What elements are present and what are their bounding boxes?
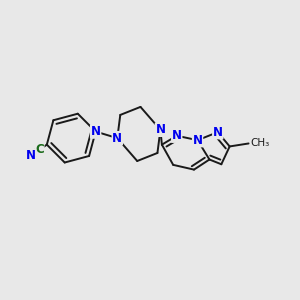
Text: CH₃: CH₃ [250,139,269,148]
Text: N: N [155,123,165,136]
Text: C: C [35,143,44,156]
Text: N: N [172,129,182,142]
Text: N: N [213,126,223,139]
Text: N: N [91,125,100,138]
Text: N: N [26,149,35,162]
Text: N: N [193,134,202,147]
Text: N: N [112,132,122,145]
